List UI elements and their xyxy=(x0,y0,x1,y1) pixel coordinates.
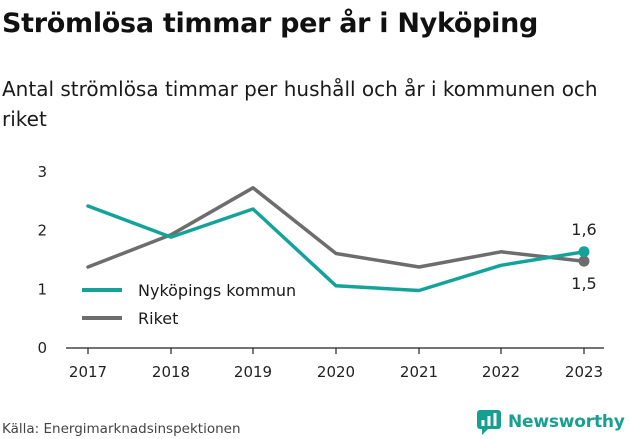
series-line-riket xyxy=(86,186,586,269)
end-label-nykoping: 1,6 xyxy=(571,220,596,239)
y-tick-label: 1 xyxy=(37,280,47,298)
end-point-nykoping xyxy=(578,246,590,258)
brand-logo[interactable]: Newsworthy xyxy=(476,408,625,436)
legend: Nyköpings kommun Riket xyxy=(82,281,296,328)
legend-label-nykoping: Nyköpings kommun xyxy=(138,281,296,300)
brand-name: Newsworthy xyxy=(508,412,625,432)
series: 1,6 1,5 xyxy=(86,186,597,293)
y-tick-label: 3 xyxy=(37,163,47,181)
legend-label-riket: Riket xyxy=(138,309,178,328)
x-tick-label: 2017 xyxy=(69,363,107,381)
x-tick-label: 2022 xyxy=(482,363,520,381)
x-tick-label: 2018 xyxy=(152,363,190,381)
axes: 0 1 2 3 2017 2018 2019 2020 2021 2022 2023 xyxy=(37,163,604,381)
x-tick-label: 2021 xyxy=(400,363,438,381)
newsworthy-logo-icon xyxy=(477,410,501,435)
chart-title: Strömlösa timmar per år i Nyköping xyxy=(2,8,539,39)
x-tick-label: 2023 xyxy=(565,363,603,381)
series-line-nykoping xyxy=(86,204,586,293)
end-label-riket: 1,5 xyxy=(571,274,596,293)
x-tick-label: 2020 xyxy=(317,363,355,381)
source-note: Källa: Energimarknadsinspektionen xyxy=(2,421,241,437)
x-tick-label: 2019 xyxy=(234,363,272,381)
end-point-riket xyxy=(578,255,590,267)
chart-subtitle: Antal strömlösa timmar per hushåll och å… xyxy=(2,77,598,131)
y-tick-label: 2 xyxy=(37,222,47,240)
y-tick-label: 0 xyxy=(37,339,47,357)
